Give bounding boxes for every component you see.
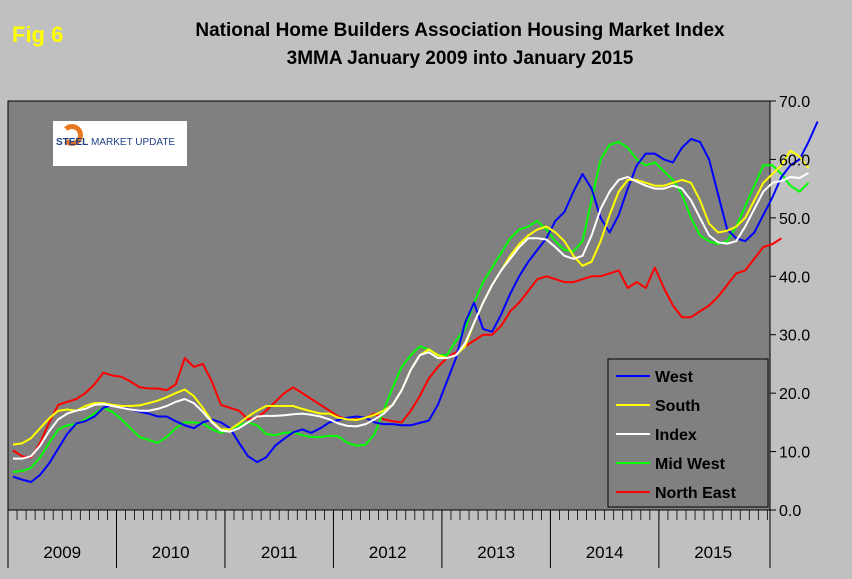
legend: West South Index Mid West North East xyxy=(607,358,769,508)
y-tick-label: 40.0 xyxy=(779,269,810,286)
y-tick-label: 30.0 xyxy=(779,328,810,345)
legend-label: Index xyxy=(655,427,697,444)
legend-label: Mid West xyxy=(655,456,726,473)
series-line-mid-west xyxy=(12,140,810,473)
legend-label: South xyxy=(655,398,700,415)
legend-label: West xyxy=(655,369,694,386)
y-tick-label: 50.0 xyxy=(779,211,810,228)
series-line-west xyxy=(12,121,819,483)
axes: 0.0 10.0 20.0 30.0 40.0 50.0 60.0 70.0 2009 2010 2… xyxy=(7,94,810,568)
series-line-index xyxy=(13,172,810,460)
x-year-label: 2011 xyxy=(261,543,298,562)
series-layer xyxy=(12,121,819,483)
x-year-label: 2013 xyxy=(477,543,515,562)
y-tick-label: 60.0 xyxy=(779,152,810,169)
figure-label: Fig 6 xyxy=(12,22,64,47)
y-tick-label: 70.0 xyxy=(779,94,810,111)
logo-ring-icon xyxy=(61,124,83,146)
y-tick-label: 10.0 xyxy=(779,445,810,462)
x-year-label: 2014 xyxy=(586,543,624,562)
chart-subtitle: 3MMA January 2009 into January 2015 xyxy=(286,48,634,69)
logo-steel-text: STEEL xyxy=(56,137,89,148)
x-year-label: 2010 xyxy=(152,543,190,562)
x-year-label: 2015 xyxy=(694,543,732,562)
x-year-label: 2012 xyxy=(369,543,407,562)
steel-market-update-logo: STEEL MARKET UPDATE xyxy=(53,121,187,166)
logo-rest-text: MARKET UPDATE xyxy=(88,137,176,148)
y-tick-label: 0.0 xyxy=(779,503,801,520)
chart-title: National Home Builders Association Housi… xyxy=(195,20,725,41)
legend-label: North East xyxy=(655,485,737,502)
x-year-label: 2009 xyxy=(43,543,81,562)
logo-text: STEEL MARKET UPDATE xyxy=(56,137,175,148)
y-tick-label: 20.0 xyxy=(779,386,810,403)
series-line-north-east xyxy=(12,237,782,459)
